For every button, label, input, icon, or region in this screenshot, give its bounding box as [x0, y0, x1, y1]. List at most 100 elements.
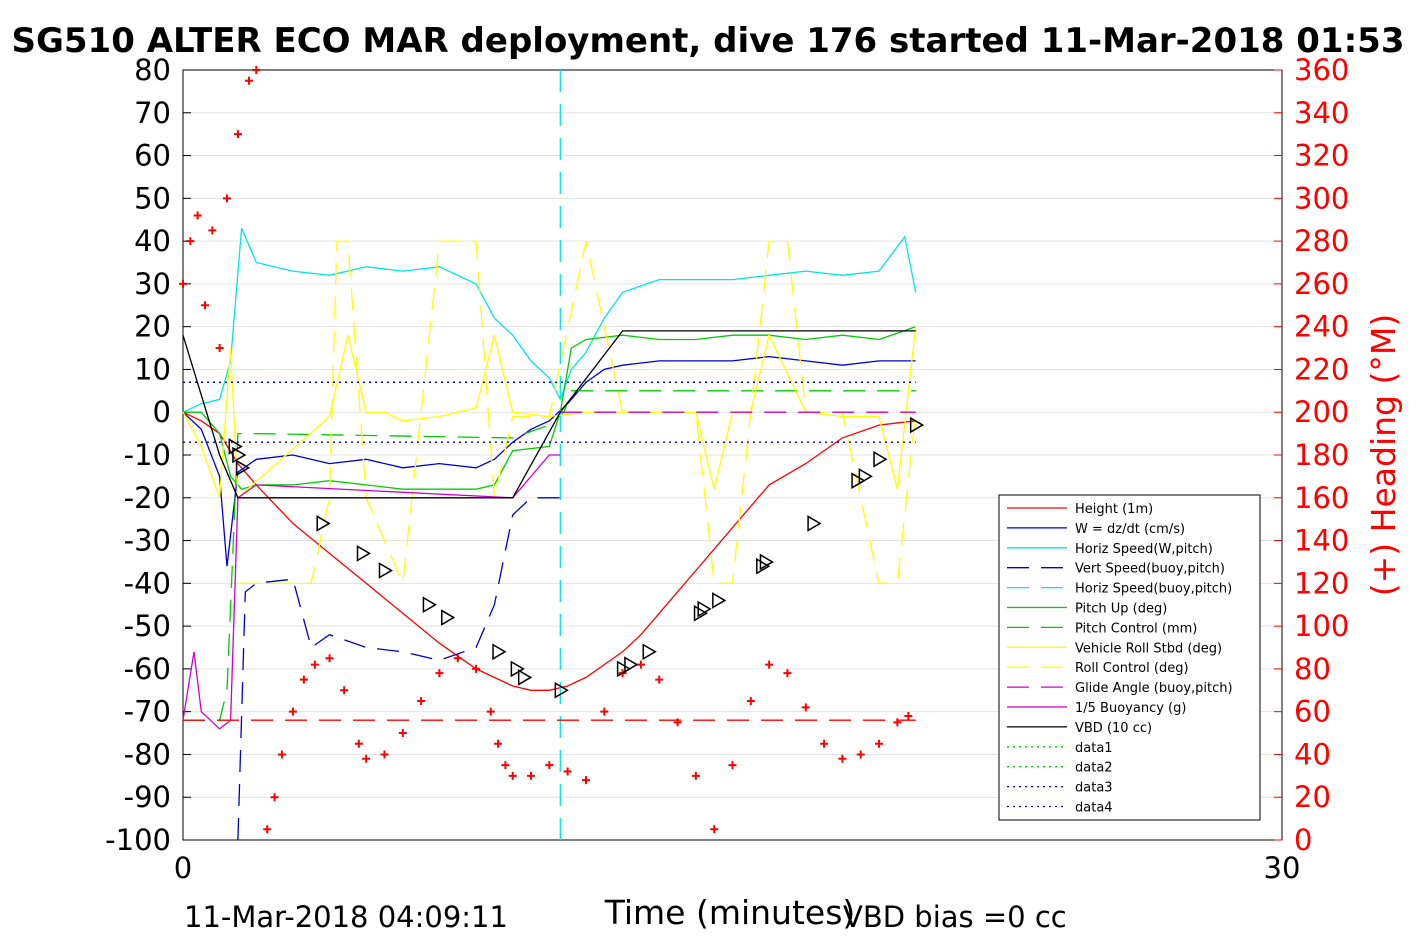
y-tick-label: 70 [134, 96, 171, 130]
y-right-tick-label: 220 [1294, 352, 1349, 386]
heading-point [600, 707, 609, 716]
heading-point [398, 729, 407, 738]
right-y-axis: 3603403203002802602402202001801601401201… [1274, 53, 1349, 857]
heading-point [856, 750, 865, 759]
legend: Height (1m) W = dz/dt (cm/s) Horiz Speed(W… [998, 494, 1261, 821]
y-tick-label: -20 [124, 481, 171, 515]
legend-label: Roll Control (deg) [1075, 661, 1189, 676]
heading-point [299, 675, 308, 684]
triangle-point [422, 596, 437, 614]
y-tick-label: 30 [134, 267, 171, 301]
triangle-point [697, 600, 712, 618]
heading-point [417, 696, 426, 705]
left-y-axis: 80 70 60 50 40 30 20 10 0 -10 -20 -30 -40 -50 -60 -70 -8… [105, 53, 191, 857]
triangle-point [517, 669, 533, 686]
heading-point [288, 707, 297, 716]
triangle-point [756, 557, 771, 575]
legend-box [998, 494, 1261, 821]
chart-title: SG510 ALTER ECO MAR deployment, dive 176… [11, 21, 1404, 61]
y-right-tick-label: 360 [1294, 53, 1349, 87]
heading-point [508, 771, 517, 780]
y-right-tick-label: 340 [1294, 96, 1349, 130]
y-right-tick-label: 100 [1294, 609, 1349, 643]
y-tick-label: -70 [124, 695, 171, 729]
series-line-11 [182, 330, 916, 499]
heading-point [545, 761, 554, 770]
y-right-tick-label: 280 [1294, 224, 1349, 258]
y-tick-label: -80 [124, 737, 171, 771]
heading-point [453, 654, 462, 663]
y-tick-label: 80 [134, 53, 171, 87]
heading-point [783, 669, 792, 678]
legend-label: Horiz Speed(W,pitch) [1075, 542, 1213, 557]
legend-label: 1/5 Buoyancy (g) [1075, 701, 1186, 716]
y-right-tick-label: 200 [1294, 395, 1349, 429]
legend-label: data3 [1075, 781, 1113, 796]
heading-point [501, 761, 510, 770]
heading-point [472, 664, 481, 673]
heading-point [435, 669, 444, 678]
triangle-point [378, 562, 393, 579]
y-tick-label: 10 [134, 352, 171, 386]
triangle-point [851, 472, 866, 489]
heading-point [277, 750, 286, 759]
footer-vbd-bias: VBD bias =0 cc [843, 900, 1067, 934]
y-tick-label: 0 [153, 395, 171, 429]
heading-point [222, 194, 231, 203]
y-right-tick-label: 0 [1294, 823, 1312, 857]
legend-label: Horiz Speed(buoy,pitch) [1075, 582, 1232, 597]
triangle-point [909, 416, 925, 434]
heading-point [710, 825, 719, 834]
triangle-point [712, 592, 727, 609]
legend-label: Pitch Control (mm) [1075, 621, 1197, 636]
triangle-point [858, 468, 873, 485]
legend-label: Vehicle Roll Stbd (deg) [1075, 641, 1222, 656]
heading-point [563, 767, 572, 776]
heading-markers [179, 66, 913, 834]
right-axis-label: (+) Heading (°M) [1364, 314, 1403, 596]
heading-point [263, 825, 272, 834]
heading-point [838, 754, 847, 763]
y-right-tick-label: 60 [1294, 695, 1331, 729]
heading-point [494, 739, 503, 748]
heading-point [244, 76, 253, 85]
series-line-3 [183, 326, 916, 490]
heading-point [193, 211, 202, 220]
legend-label: data1 [1075, 741, 1113, 756]
heading-point [486, 707, 495, 716]
triangle-point [807, 515, 822, 532]
triangle-point [759, 553, 774, 571]
y-tick-label: 50 [134, 181, 171, 215]
triangle-point [616, 660, 632, 678]
series-line-5 [237, 497, 561, 841]
heading-point [820, 739, 829, 748]
y-tick-label: -90 [124, 780, 171, 814]
y-tick-label: -40 [124, 566, 171, 600]
x-tick-label: 30 [1264, 851, 1301, 885]
legend-label: Pitch Up (deg) [1075, 602, 1167, 617]
y-right-tick-label: 160 [1294, 481, 1349, 515]
heading-point [179, 279, 187, 288]
series-line-1 [182, 355, 916, 567]
heading-point [728, 761, 737, 770]
y-right-tick-label: 80 [1294, 652, 1331, 686]
heading-point [380, 750, 389, 759]
legend-label: data2 [1075, 761, 1113, 776]
x-tick-label: 0 [174, 851, 192, 885]
series-line-0 [182, 411, 916, 691]
y-right-tick-label: 20 [1294, 780, 1331, 814]
triangle-point [873, 450, 888, 468]
triangle-point [492, 643, 507, 661]
triangle-point [441, 609, 456, 626]
y-tick-label: -60 [124, 652, 171, 686]
triangle-point [554, 681, 569, 699]
y-tick-label: -10 [124, 438, 171, 472]
y-tick-label: 20 [134, 310, 171, 344]
triangle-point [356, 545, 371, 562]
heading-point [252, 66, 261, 74]
y-tick-label: -50 [124, 609, 171, 643]
y-right-tick-label: 40 [1294, 737, 1331, 771]
triangle-point [316, 515, 331, 532]
heading-point [875, 739, 884, 748]
triangle-point [235, 459, 251, 477]
